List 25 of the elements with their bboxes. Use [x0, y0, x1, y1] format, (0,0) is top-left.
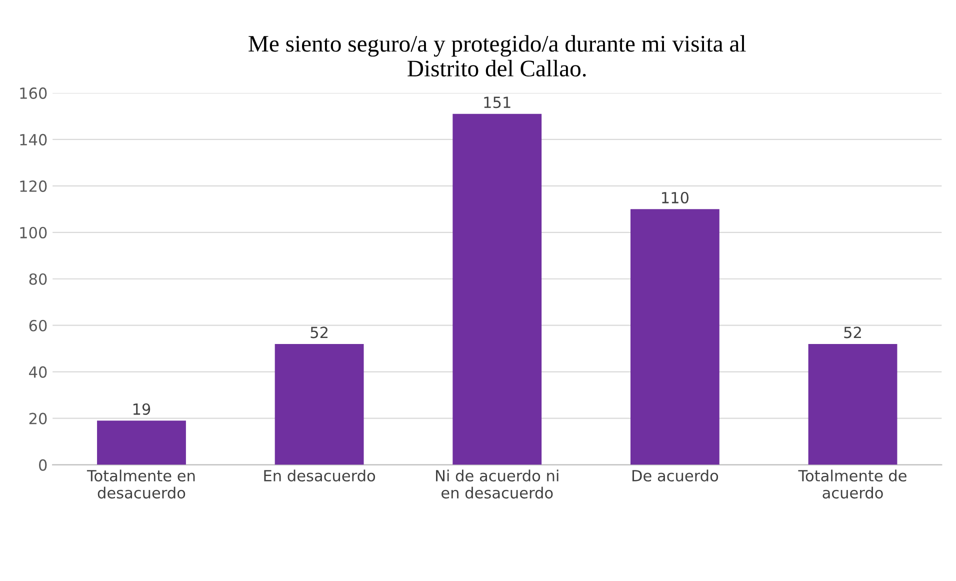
data-label: 151 [484, 96, 510, 108]
bar [808, 344, 898, 465]
x-tick-label: Totalmente en desacuerdo [86, 470, 195, 499]
y-tick-label: 80 [29, 273, 47, 285]
x-tick-label: En desacuerdo [264, 470, 376, 482]
x-tick-label: De acuerdo [632, 470, 718, 482]
y-tick-label: 160 [20, 87, 47, 99]
y-tick-label: 140 [20, 134, 47, 146]
chart-title: Me siento seguro/a y protegido/a durante mi visita al Distrito del Callao. [248, 35, 746, 77]
data-label: 110 [662, 192, 688, 204]
bar [97, 420, 186, 465]
x-tick-label: Ni de acuerdo ni en desacuerdo [436, 470, 558, 499]
y-tick-label: 0 [39, 459, 47, 471]
y-tick-label: 60 [29, 320, 47, 332]
data-label: 52 [310, 326, 328, 338]
y-tick-label: 100 [20, 226, 47, 238]
data-label: 19 [133, 403, 150, 415]
x-tick-label: Totalmente de acuerdo [798, 470, 906, 499]
y-tick-label: 120 [20, 180, 47, 192]
bar [630, 209, 720, 465]
bar [452, 114, 542, 465]
data-label: 52 [844, 326, 861, 338]
bar [274, 344, 364, 465]
y-tick-label: 20 [29, 412, 47, 424]
y-tick-label: 40 [29, 366, 47, 378]
